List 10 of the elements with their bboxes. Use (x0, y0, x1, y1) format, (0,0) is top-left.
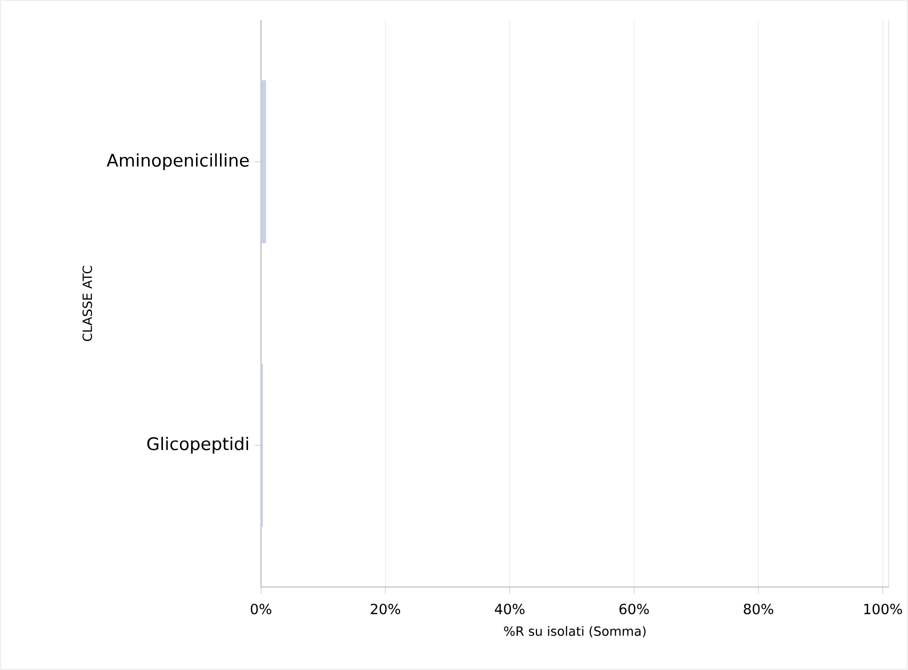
x-tick-label: 0% (250, 604, 272, 614)
x-tick-label: 20% (370, 604, 400, 614)
x-tick-label: 80% (744, 604, 774, 614)
y-axis-title: CLASSE ATC (82, 266, 92, 342)
y-tick-label: Glicopeptidi (147, 436, 248, 454)
x-tick-label: 40% (494, 604, 524, 614)
y-tick-label: Aminopenicilline (106, 153, 249, 170)
x-tick-label: 60% (619, 604, 649, 614)
x-axis-title: %R su isolati (Somma) (504, 626, 646, 638)
x-tick-label: 100% (864, 604, 902, 614)
